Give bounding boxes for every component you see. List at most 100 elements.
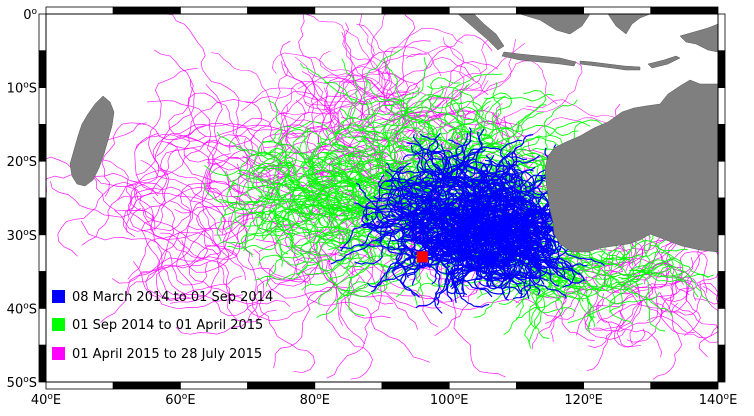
trajectory-path <box>116 134 255 201</box>
trajectory-path <box>267 210 324 234</box>
trajectory-path <box>365 191 408 222</box>
trajectory-path <box>425 243 474 257</box>
frame-segment <box>38 87 47 125</box>
trajectory-path <box>394 221 438 252</box>
trajectory-path <box>392 256 417 297</box>
trajectory-path <box>339 98 447 136</box>
trajectory-path <box>145 244 238 301</box>
legend-swatch-magenta <box>52 347 65 360</box>
australia-landmass <box>544 79 719 253</box>
trajectory-path <box>655 265 710 304</box>
trajectory-path <box>130 67 198 184</box>
trajectory-path <box>452 82 502 155</box>
trajectory-path <box>536 250 570 281</box>
trajectory-path <box>222 267 334 321</box>
trajectory-path <box>552 257 576 289</box>
trajectory-path <box>164 13 240 141</box>
trajectory-path <box>534 257 593 304</box>
trajectory-path <box>261 161 297 186</box>
trajectory-path <box>318 240 389 305</box>
trajectory-path <box>399 243 433 288</box>
frame-segment <box>179 381 248 390</box>
longitude-tick-label: 120oE <box>564 392 603 408</box>
trajectory-path <box>238 145 288 163</box>
trajectory-path <box>431 143 453 189</box>
frame-segment <box>314 6 383 15</box>
trajectory-path <box>384 69 489 111</box>
trajectory-path <box>494 154 541 192</box>
trajectory-path <box>450 73 503 138</box>
trajectory-path <box>272 165 295 209</box>
trajectory-path <box>461 251 490 284</box>
frame-segment <box>583 381 652 390</box>
frame-segment <box>717 13 726 52</box>
longitude-tick-label: 60oE <box>165 392 195 408</box>
trajectory-path <box>287 181 343 199</box>
trajectory-path <box>141 167 191 299</box>
trajectory-path <box>497 265 545 279</box>
trajectory-path <box>343 232 365 316</box>
longitude-tick-label: 40oE <box>31 392 61 408</box>
trajectory-path <box>267 129 322 173</box>
trajectory-path <box>306 14 390 92</box>
trajectory-path <box>463 167 487 206</box>
trajectory-path <box>419 158 477 188</box>
trajectory-path <box>339 107 426 154</box>
trajectory-path <box>543 261 586 284</box>
trajectory-path <box>101 122 207 197</box>
java-landmass <box>501 51 577 67</box>
trajectory-path <box>475 263 511 280</box>
frame-segment <box>717 344 726 383</box>
trajectory-path <box>316 230 351 257</box>
trajectory-path <box>415 181 448 212</box>
trajectory-path <box>251 159 297 190</box>
trajectory-path <box>374 203 418 224</box>
trajectory-path <box>445 43 525 114</box>
trajectory-path <box>195 202 301 280</box>
trajectory-path <box>354 131 395 193</box>
trajectory-path <box>270 208 330 255</box>
trajectory-path <box>586 293 613 372</box>
trajectory-path <box>525 234 546 268</box>
trajectory-path <box>609 260 684 277</box>
trajectory-path <box>303 64 388 115</box>
trajectory-path <box>460 146 502 179</box>
trajectory-path <box>255 210 299 233</box>
sumatra-landmass <box>457 13 505 51</box>
trajectory-path <box>401 211 434 243</box>
trajectory-path <box>406 186 447 216</box>
trajectory-path <box>153 123 299 175</box>
trajectory-path <box>309 22 363 157</box>
trajectory-path <box>316 124 367 149</box>
trajectory-path <box>311 196 364 211</box>
trajectory-path <box>142 142 211 231</box>
trajectory-path <box>355 182 407 211</box>
trajectory-path <box>80 220 208 286</box>
trajectory-path <box>160 232 277 323</box>
trajectory-path <box>123 169 225 237</box>
trajectory-path <box>216 131 320 166</box>
trajectory-path <box>298 14 321 159</box>
trajectory-path <box>542 99 578 180</box>
trajectory-path <box>325 154 366 188</box>
trajectory-path <box>188 185 244 297</box>
frame-segment <box>717 124 726 162</box>
trajectory-path <box>410 144 450 179</box>
trajectory-path <box>295 56 412 99</box>
trajectory-path <box>449 269 499 288</box>
legend-item: 08 March 2014 to 01 Sep 2014 <box>52 290 273 305</box>
trajectory-path <box>300 189 339 232</box>
trajectory-path <box>383 57 403 145</box>
trajectory-path <box>133 261 265 310</box>
trajectory-path <box>274 212 306 260</box>
trajectory-path <box>288 236 315 280</box>
latitude-tick-label: 40oS <box>7 301 37 317</box>
legend-item: 01 Sep 2014 to 01 April 2015 <box>52 318 263 333</box>
trajectory-path <box>174 206 230 273</box>
longitude-tick-label: 140oE <box>699 392 738 408</box>
trajectory-path <box>296 204 341 229</box>
trajectory-path <box>307 139 329 186</box>
trajectory-path <box>114 182 167 233</box>
trajectory-path <box>609 284 695 334</box>
trajectory-path <box>445 263 475 296</box>
